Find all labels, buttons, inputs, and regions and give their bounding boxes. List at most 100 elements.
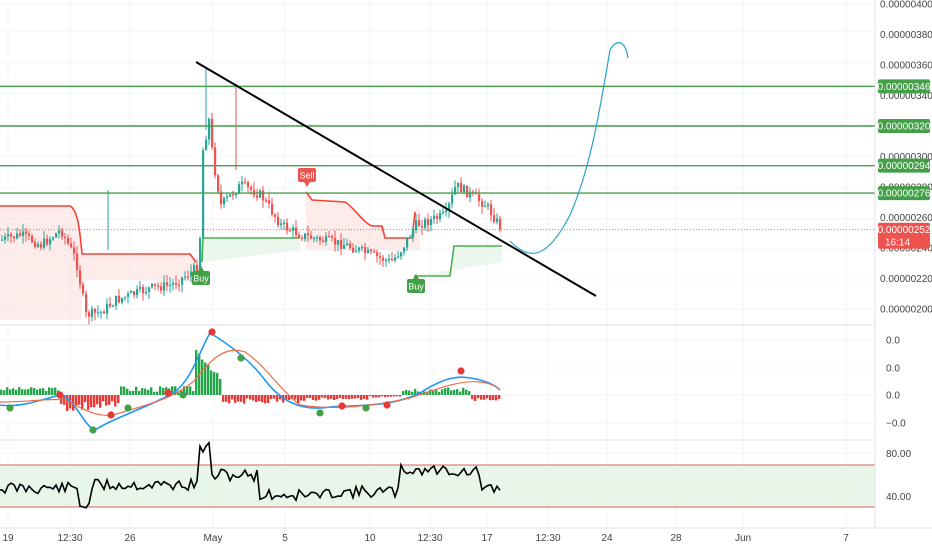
candle-body (412, 229, 415, 238)
candle-body (145, 291, 148, 294)
oscillator-histogram-bar (342, 395, 345, 399)
current-price-label: 0.00000252 (878, 225, 931, 236)
oscillator-histogram-bar (372, 395, 375, 398)
signal-label: Buy (193, 274, 209, 284)
oscillator-histogram-bar (33, 388, 36, 395)
oscillator-histogram-bar (408, 390, 411, 395)
candle-body (379, 256, 382, 258)
signal-label: Buy (408, 282, 424, 292)
candle-body (136, 288, 139, 296)
oscillator-histogram-bar (273, 395, 276, 399)
candle-body (421, 226, 424, 228)
signal-badge (298, 168, 316, 182)
signal-arrow (413, 274, 419, 279)
oscillator-histogram-bar (111, 395, 114, 402)
oscillator-histogram-bar (75, 395, 78, 406)
time-axis[interactable] (0, 528, 932, 550)
oscillator-histogram-bar (237, 395, 240, 402)
cross-dot (107, 411, 115, 419)
signal-badge (407, 279, 425, 293)
cross-dot (164, 389, 172, 397)
oscillator-histogram-bar (450, 390, 453, 395)
cross-dot (56, 391, 64, 399)
oscillator-histogram-bar (378, 395, 381, 398)
candle-body (295, 227, 298, 236)
candle-body (163, 282, 166, 291)
oscillator-histogram-bar (393, 395, 396, 397)
horizontal-levels[interactable] (0, 85, 875, 231)
candle-body (250, 186, 253, 190)
oscillator-histogram-bar (492, 395, 495, 400)
oscillator-histogram-bar (183, 386, 186, 395)
oscillator-histogram-bar (375, 395, 378, 398)
oscillator-histogram-bar (270, 395, 273, 399)
candle-body (493, 215, 496, 222)
oscillator-pane (0, 328, 501, 434)
candle-body (103, 311, 106, 314)
oscillator-histogram-bar (30, 387, 33, 395)
price-tick-label: 0.00000380 (880, 30, 932, 41)
oscillator-histogram-bar (195, 350, 198, 395)
candle-body (247, 182, 250, 187)
oscillator-histogram-bar (318, 395, 321, 400)
oscillator-histogram-bar (336, 395, 339, 399)
candle-body (22, 231, 25, 236)
oscillator-histogram-bar (39, 388, 42, 395)
candle-body (457, 182, 460, 187)
oscillator-histogram-bar (171, 386, 174, 395)
candle-body (19, 233, 22, 236)
oscillator-histogram-bar (102, 395, 105, 402)
oscillator-histogram-bar (321, 395, 324, 398)
candle-body (133, 291, 136, 296)
price-tick-label: 0.00000200 (880, 305, 932, 316)
oscillator-histogram-bar (246, 395, 249, 399)
candle-body (100, 311, 103, 313)
trendline[interactable] (195, 61, 597, 297)
price-tick-label: 0.00000240 (880, 244, 932, 255)
oscillator-histogram-bar (219, 378, 222, 395)
oscillator-histogram-bar (54, 387, 57, 395)
oscillator-histogram-bar (36, 389, 39, 395)
candle-body (148, 287, 151, 292)
oscillator-histogram-bar (435, 389, 438, 395)
oscillator-histogram-bar (9, 389, 12, 395)
candle-body (466, 185, 469, 198)
oscillator-histogram-bar (447, 387, 450, 395)
candle-body (88, 312, 91, 317)
candle-body (142, 286, 145, 294)
candle-body (70, 243, 73, 248)
candle-body (226, 196, 229, 198)
candle-body (46, 238, 49, 245)
oscillator-histogram-bar (48, 387, 51, 395)
oscillator-histogram-bar (402, 390, 405, 395)
oscillator-histogram-bar (117, 395, 120, 404)
oscillator-histogram-bar (141, 388, 144, 395)
oscillator-histogram-bar (150, 387, 153, 395)
cross-dot (457, 367, 465, 375)
candle-body (175, 282, 178, 285)
time-tick-label: 26 (124, 533, 136, 544)
cross-dot (89, 426, 97, 434)
oscillator-histogram-bar (465, 389, 468, 395)
oscillator-histogram-bar (354, 395, 357, 399)
oscillator-tick-label: 0.0 (886, 364, 900, 375)
candle-body (292, 227, 295, 231)
candle-body (241, 181, 244, 185)
candle-body (370, 249, 373, 252)
oscillator-histogram-bar (27, 389, 30, 395)
candle-body (28, 233, 31, 236)
projection-path[interactable] (509, 42, 629, 254)
candle-body (64, 236, 67, 238)
oscillator-histogram-bar (45, 390, 48, 395)
candle-body (340, 240, 343, 249)
candles (1, 68, 502, 325)
oscillator-histogram-bar (159, 386, 162, 395)
candle-body (382, 257, 385, 261)
candle-body (454, 186, 457, 195)
oscillator-histogram-bar (264, 395, 267, 404)
candle-body (481, 200, 484, 207)
candle-body (160, 286, 163, 291)
oscillator-histogram-bar (72, 395, 75, 411)
supertrend-line-down (0, 205, 197, 263)
